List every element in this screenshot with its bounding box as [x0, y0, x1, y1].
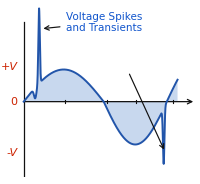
Text: -V: -V	[6, 148, 18, 158]
Text: Voltage Spikes
and Transients: Voltage Spikes and Transients	[45, 12, 142, 33]
Text: 0: 0	[11, 97, 18, 107]
Text: +V: +V	[1, 61, 18, 72]
